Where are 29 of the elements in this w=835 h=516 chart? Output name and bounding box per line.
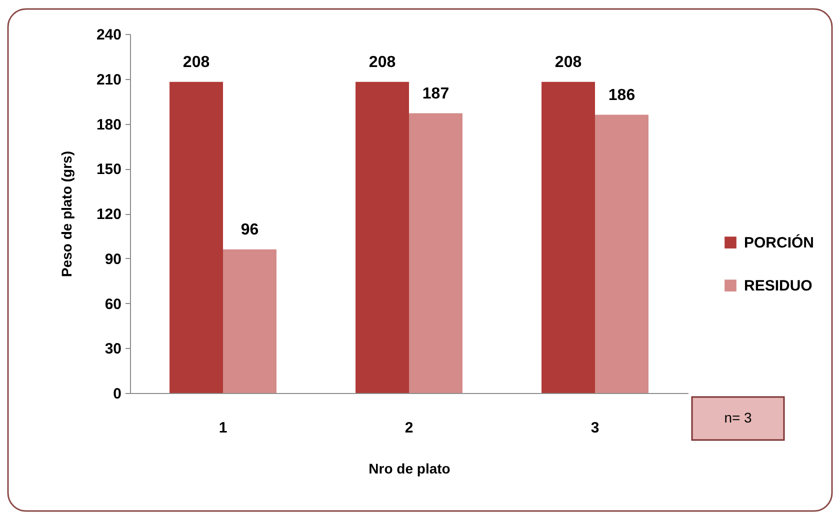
data-label: 208 [554,54,582,71]
data-label: 187 [422,85,450,102]
y-tick-label: 240 [96,26,122,44]
y-tick-label: 90 [104,250,122,268]
bar [542,82,595,393]
y-tick-label: 120 [96,206,122,223]
bar [170,82,223,393]
legend-label: PORCIÓN [744,234,814,252]
text: n= 3 [724,410,752,426]
data-label: 186 [608,86,636,104]
y-tick-label: 210 [96,71,122,88]
data-label: 208 [182,54,210,71]
x-tick-label: 2 [404,420,414,436]
bar [356,82,409,393]
data-label: 208 [368,54,396,71]
y-tick-label: 0 [113,386,122,402]
y-tick-label: 150 [96,161,122,178]
bar [409,113,462,393]
bar [595,114,648,393]
y-tick-label: 60 [104,296,122,313]
bar [223,249,276,393]
y-axis-title: Peso de plato (grs) [58,150,74,278]
x-axis-title: Nro de plato [368,460,450,476]
y-tick-label: 180 [96,116,122,134]
legend-label: RESIDUO [744,278,813,295]
data-label: 96 [240,221,259,238]
x-tick-label: 1 [218,420,228,436]
y-tick-label: 30 [104,340,122,358]
x-tick-label: 3 [590,420,600,436]
